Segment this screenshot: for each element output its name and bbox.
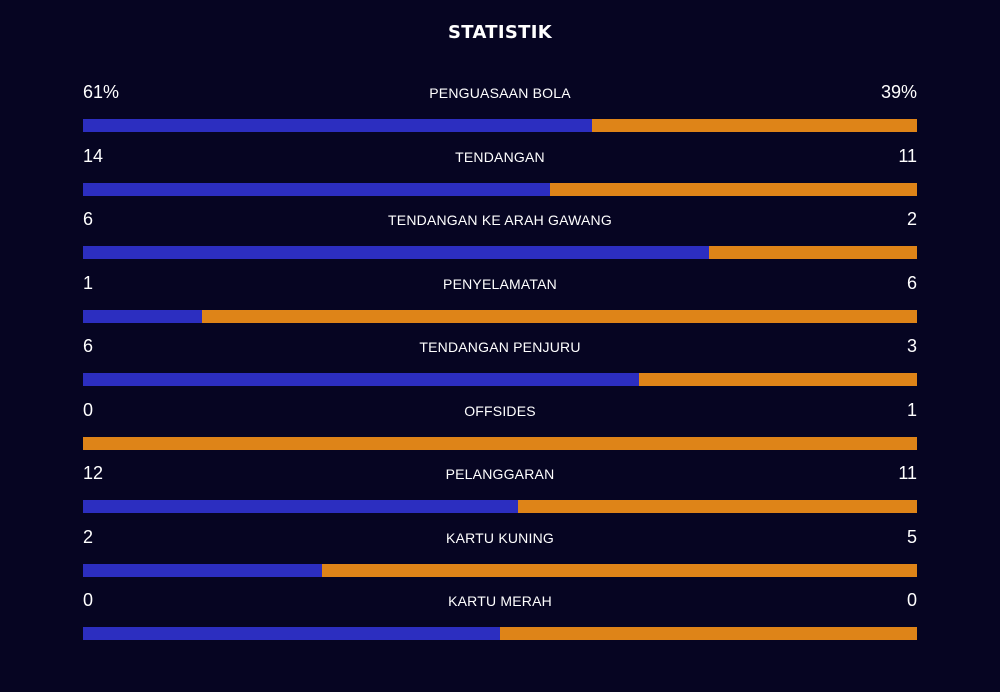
stat-label: TENDANGAN KE ARAH GAWANG xyxy=(388,212,612,228)
stat-bar xyxy=(83,436,917,450)
stat-row-shots-on-target: 6 TENDANGAN KE ARAH GAWANG 2 xyxy=(83,207,917,271)
stat-row-corners: 6 TENDANGAN PENJURU 3 xyxy=(83,334,917,398)
away-value: 1 xyxy=(906,399,917,420)
away-value: 0 xyxy=(906,590,917,610)
home-value: 6 xyxy=(83,209,94,229)
stat-bar xyxy=(83,246,917,259)
stat-row-possession: 61% PENGUASAAN BOLA 39% xyxy=(83,80,917,144)
home-bar-segment xyxy=(83,309,203,323)
stat-label: PENYELAMATAN xyxy=(443,275,557,292)
away-bar-segment xyxy=(708,246,917,259)
away-bar-segment xyxy=(591,119,917,132)
home-value: 14 xyxy=(83,145,104,166)
stat-label: OFFSIDES xyxy=(464,402,536,419)
away-value: 39% xyxy=(880,82,917,102)
away-bar-segment xyxy=(639,373,917,386)
home-bar-segment xyxy=(83,563,322,577)
stat-label: TENDANGAN xyxy=(455,148,545,165)
home-value: 0 xyxy=(83,399,94,420)
home-value: 6 xyxy=(83,336,94,356)
stat-row-red-cards: 0 KARTU MERAH 0 xyxy=(83,588,917,652)
away-bar-segment xyxy=(83,436,917,450)
stat-label: PENGUASAAN BOLA xyxy=(429,85,571,101)
stat-label: PELANGGARAN xyxy=(445,466,555,482)
stat-row-offsides: 0 OFFSIDES 1 xyxy=(83,398,917,462)
home-value: 0 xyxy=(83,590,94,610)
away-value: 11 xyxy=(898,145,917,166)
stat-label: KARTU KUNING xyxy=(446,529,554,546)
stat-bar xyxy=(83,563,917,577)
away-value: 6 xyxy=(906,272,917,293)
away-value: 11 xyxy=(898,463,917,483)
away-bar-segment xyxy=(500,627,917,640)
away-bar-segment xyxy=(518,500,917,513)
stat-row-saves: 1 PENYELAMATAN 6 xyxy=(83,271,917,335)
stat-row-yellow-cards: 2 KARTU KUNING 5 xyxy=(83,525,917,589)
stat-row-shots: 14 TENDANGAN 11 xyxy=(83,144,917,208)
stat-bar xyxy=(83,500,917,513)
away-bar-segment xyxy=(202,309,917,323)
home-bar-segment xyxy=(83,627,500,640)
home-bar-segment xyxy=(83,500,519,513)
home-bar-segment xyxy=(83,119,592,132)
away-value: 5 xyxy=(906,526,917,547)
stat-bar xyxy=(83,119,917,132)
stats-title: STATISTIK xyxy=(448,22,552,43)
home-value: 12 xyxy=(83,463,104,483)
away-bar-segment xyxy=(321,563,917,577)
stat-bar xyxy=(83,182,917,196)
away-bar-segment xyxy=(550,182,917,196)
away-value: 3 xyxy=(906,336,917,356)
home-value: 2 xyxy=(83,526,94,547)
stat-row-fouls: 12 PELANGGARAN 11 xyxy=(83,461,917,525)
stat-bar xyxy=(83,373,917,386)
stat-bar xyxy=(83,627,917,640)
stat-label: KARTU MERAH xyxy=(448,593,552,609)
home-bar-segment xyxy=(83,373,640,386)
home-bar-segment xyxy=(83,246,709,259)
stat-bar xyxy=(83,309,917,323)
home-value: 1 xyxy=(83,272,94,293)
stats-list: 61% PENGUASAAN BOLA 39% 14 TENDANGAN 11 … xyxy=(83,80,917,652)
stat-label: TENDANGAN PENJURU xyxy=(419,339,581,355)
home-bar-segment xyxy=(83,182,551,196)
away-value: 2 xyxy=(906,209,917,229)
home-value: 61% xyxy=(83,82,120,102)
